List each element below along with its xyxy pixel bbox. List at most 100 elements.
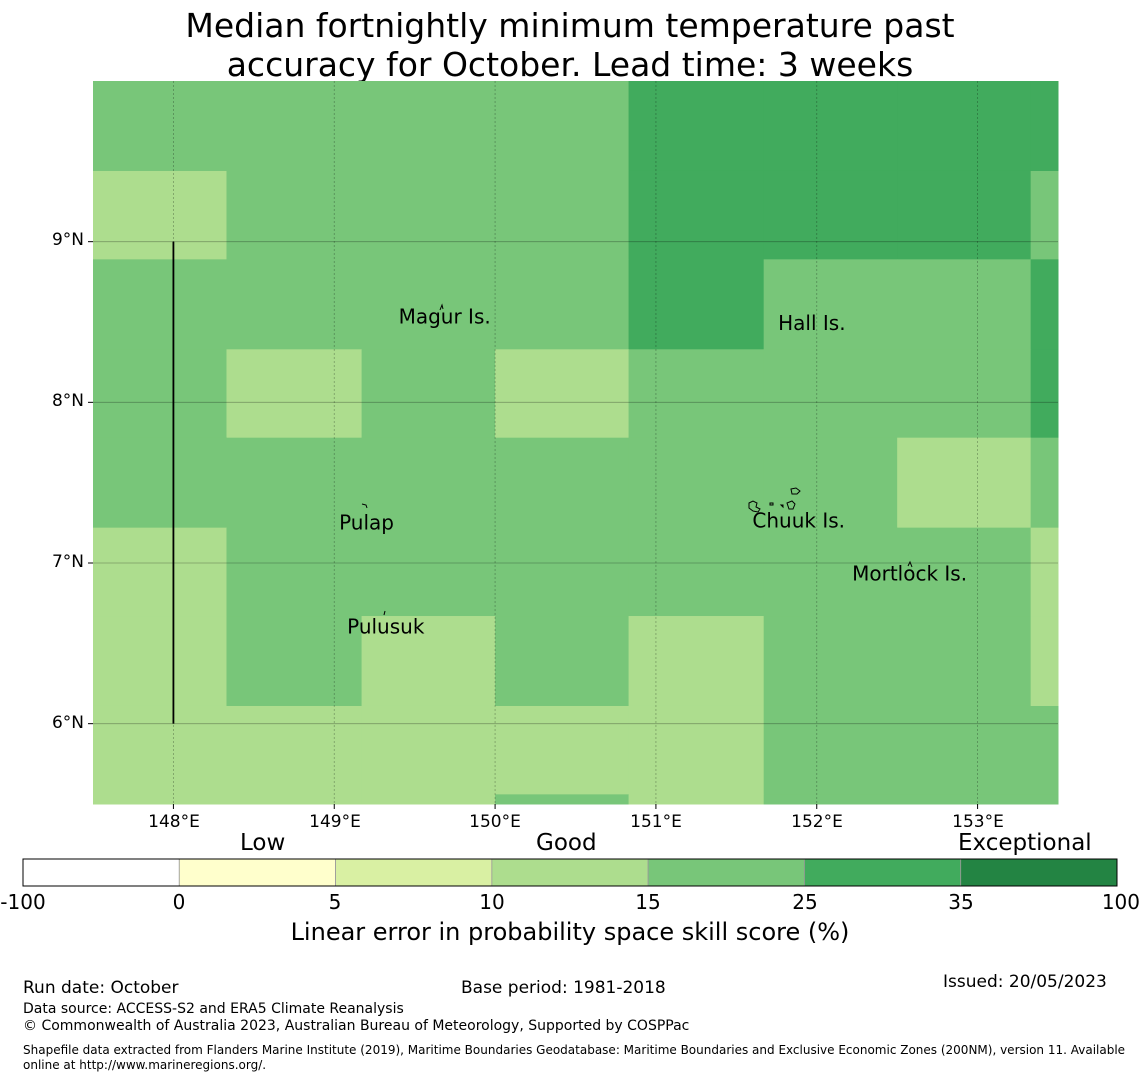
grid-cell <box>361 81 496 172</box>
grid-cell <box>897 81 1032 172</box>
grid-cell <box>628 527 765 617</box>
grid-cell <box>1030 81 1059 172</box>
grid-cell <box>495 705 630 795</box>
grid-cell <box>226 616 363 707</box>
grid-cell <box>628 437 765 529</box>
island-outlines <box>361 303 913 616</box>
colorbar-swatch <box>335 858 493 887</box>
colorbar-swatch <box>960 858 1118 887</box>
colorbar-tick-35: 35 <box>948 890 974 914</box>
grid-cell <box>1030 705 1059 795</box>
grid-cell <box>226 705 363 795</box>
grid-cell <box>628 349 765 439</box>
grid-cell <box>226 259 363 350</box>
chuuk-lagoon-outline <box>786 487 801 510</box>
island-label: Hall Is. <box>778 311 845 335</box>
data-source: Data source: ACCESS-S2 and ERA5 Climate … <box>23 1001 404 1017</box>
grid-cell <box>361 616 496 707</box>
graticule <box>88 81 1058 809</box>
category-exceptional: Exceptional <box>958 830 1092 856</box>
colorbar-frame <box>22 858 1118 887</box>
shapefile-credit: Shapefile data extracted from Flanders M… <box>23 1043 1126 1072</box>
grid-cell <box>897 437 1032 529</box>
grid-cell <box>1030 259 1059 350</box>
grid-cell <box>495 437 630 529</box>
grid-cell <box>361 349 496 439</box>
colorbar-tick-5: 5 <box>328 890 342 914</box>
run-date: Run date: October <box>23 978 179 998</box>
island-label: Chuuk Is. <box>752 509 845 533</box>
grid-cell <box>93 705 227 795</box>
island-labels: Magur Is. Hall Is. Pulap Chuuk Is. Mortlock … <box>339 305 967 639</box>
grid-cell <box>897 259 1032 350</box>
colorbar-tick-0: 0 <box>172 890 186 914</box>
grid-cell <box>897 527 1032 617</box>
category-good: Good <box>536 830 597 856</box>
grid-cell <box>93 616 227 707</box>
grid-cell <box>763 794 898 805</box>
colorbar-tick-10: 10 <box>479 890 505 914</box>
lat-label-8n: 8°N <box>51 391 84 411</box>
colorbar-swatches <box>22 858 1118 887</box>
colorbar-swatch <box>22 858 180 887</box>
grid-cell <box>1030 349 1059 439</box>
grid-cell <box>495 349 630 439</box>
lon-label-151e: 151°E <box>630 812 682 832</box>
grid-cell <box>495 259 630 350</box>
grid-cell <box>763 81 898 172</box>
grid-cell <box>226 794 363 805</box>
grid-cell <box>361 259 496 350</box>
base-period: Base period: 1981-2018 <box>461 978 666 998</box>
grid-cell <box>361 705 496 795</box>
grid-cell <box>361 527 496 617</box>
grid-cell <box>763 616 898 707</box>
island-label: Pulusuk <box>347 615 425 639</box>
colorbar-tick-100: 100 <box>1101 890 1140 914</box>
grid-cell <box>495 527 630 617</box>
copyright: © Commonwealth of Australia 2023, Austra… <box>23 1018 690 1034</box>
grid-cell <box>1030 616 1059 707</box>
lat-label-6n: 6°N <box>51 713 84 733</box>
grid-cell <box>93 527 227 617</box>
grid-cell <box>226 170 363 260</box>
grid-cell <box>93 349 227 439</box>
lon-label-152e: 152°E <box>791 812 843 832</box>
grid-cell <box>897 794 1032 805</box>
colorbar-tick-25: 25 <box>792 890 818 914</box>
chuuk-reef-outline <box>748 500 761 513</box>
grid-cell <box>93 170 227 260</box>
grid-cell <box>495 794 630 805</box>
grid-cell <box>226 437 363 529</box>
grid-cell <box>628 259 765 350</box>
colorbar-tick-m100: -100 <box>0 890 46 914</box>
grid-cell <box>361 794 496 805</box>
pulap-island-outline <box>361 503 368 509</box>
grid-cell <box>1030 794 1059 805</box>
grid-cell <box>628 705 765 795</box>
grid-cell <box>628 81 765 172</box>
grid-cell <box>897 170 1032 260</box>
magur-island-outline <box>439 303 444 311</box>
grid-cell <box>763 170 898 260</box>
lon-label-149e: 149°E <box>309 812 361 832</box>
grid-cell <box>1030 170 1059 260</box>
grid-cells <box>93 81 1059 805</box>
grid-cell <box>897 616 1032 707</box>
grid-cell <box>628 616 765 707</box>
grid-cell <box>763 349 898 439</box>
grid-cell <box>628 794 765 805</box>
grid-cell <box>226 81 363 172</box>
grid-cell <box>361 170 496 260</box>
grid-cell <box>1030 437 1059 529</box>
title-line-1: Median fortnightly minimum temperature p… <box>185 6 955 45</box>
grid-cell <box>1030 527 1059 617</box>
grid-cell <box>93 259 227 350</box>
pulusuk-island-outline <box>383 610 386 616</box>
lat-label-9n: 9°N <box>51 230 84 250</box>
colorbar-swatch <box>647 858 805 887</box>
lon-label-150e: 150°E <box>469 812 521 832</box>
grid-cell <box>361 437 496 529</box>
grid-cell <box>763 259 898 350</box>
grid-cell <box>495 170 630 260</box>
issued-date: Issued: 20/05/2023 <box>943 972 1107 992</box>
